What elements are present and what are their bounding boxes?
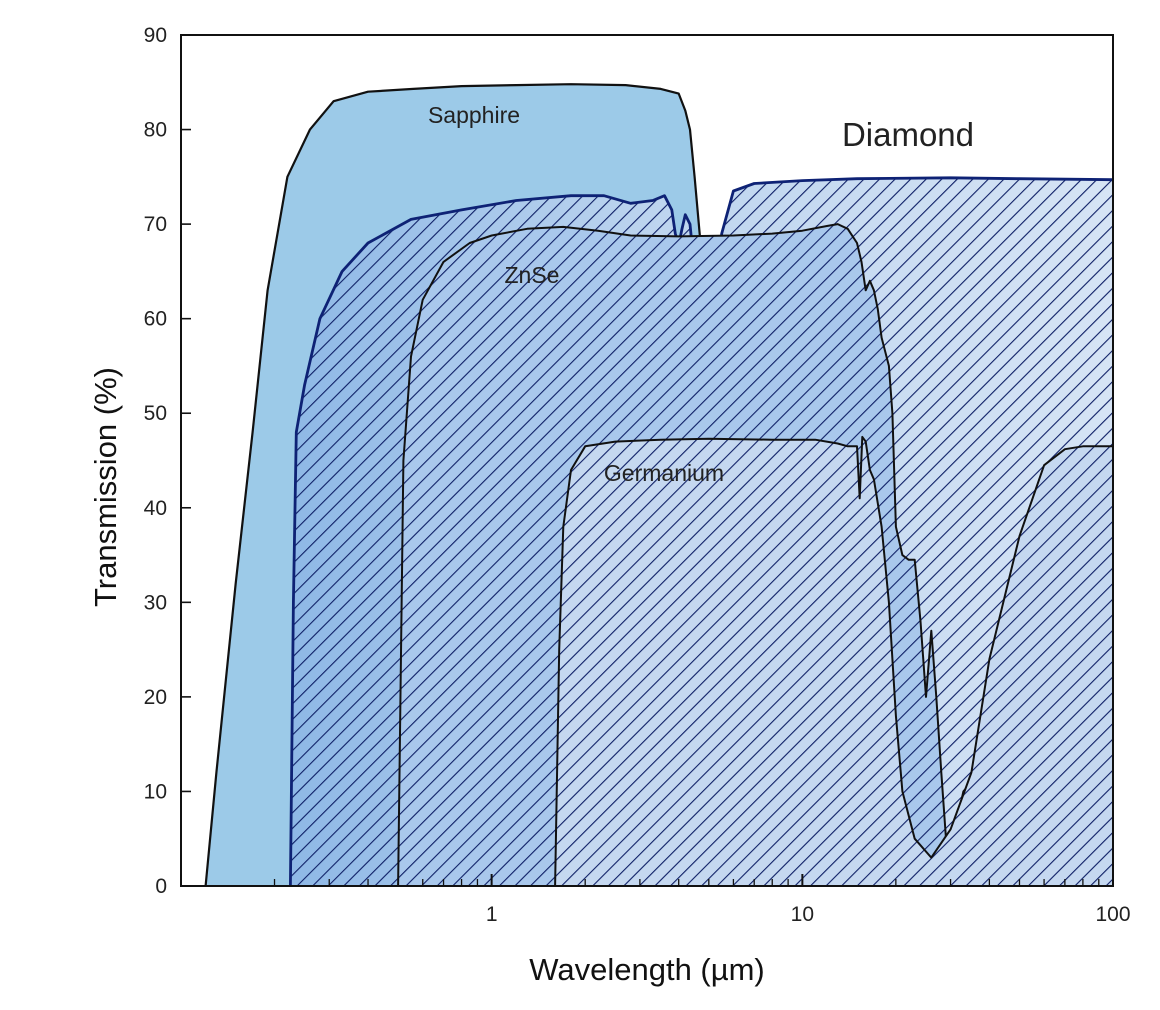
diamond-label: Diamond <box>842 116 974 153</box>
y-tick-label: 30 <box>144 591 167 614</box>
x-tick-label: 1 <box>486 903 498 926</box>
y-tick-label: 20 <box>144 686 167 709</box>
y-tick-label: 80 <box>144 119 167 142</box>
series-layer <box>204 83 1113 886</box>
znse-label: ZnSe <box>505 262 560 288</box>
y-tick-label: 40 <box>144 497 167 520</box>
y-axis-title: Transmission (%) <box>88 367 123 607</box>
sapphire-label: Sapphire <box>428 102 520 128</box>
line-diamond <box>289 176 1113 886</box>
y-tick-label: 70 <box>144 213 167 236</box>
x-axis-title: Wavelength (µm) <box>529 952 765 987</box>
y-tick-label: 10 <box>144 780 167 803</box>
plot-area-frame <box>180 34 1114 887</box>
y-tick-label: 60 <box>144 308 167 331</box>
axis-layer: 0 10 20 30 40 50 60 70 80 90 1 10 100 <box>144 24 1131 926</box>
y-tick-label: 0 <box>155 875 167 898</box>
y-tick-label: 50 <box>144 402 167 425</box>
y-tick-label: 90 <box>144 24 167 47</box>
series-germanium <box>554 435 1113 886</box>
x-tick-label: 10 <box>791 903 814 926</box>
hatch-germanium <box>555 436 1113 886</box>
germanium-label: Germanium <box>604 460 724 486</box>
line-znse <box>397 223 991 886</box>
x-tick-label: 100 <box>1095 903 1130 926</box>
line-germanium <box>554 435 1113 886</box>
